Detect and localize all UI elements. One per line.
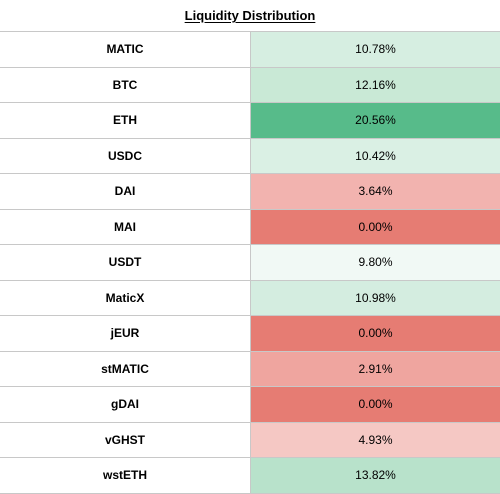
asset-cell[interactable]: USDT (0, 245, 251, 280)
asset-cell[interactable]: jEUR (0, 316, 251, 351)
table-row: wstETH 13.82% (0, 458, 500, 494)
table-row: MaticX 10.98% (0, 280, 500, 316)
table-row: MAI 0.00% (0, 209, 500, 245)
percentage-cell[interactable]: 10.42% (251, 138, 500, 173)
table-row: BTC 12.16% (0, 67, 500, 103)
table-body: MATIC 10.78% BTC 12.16% ETH 20.56% USDC 10.42% D… (0, 32, 500, 494)
asset-cell[interactable]: MaticX (0, 280, 251, 315)
table-row: stMATIC 2.91% (0, 351, 500, 387)
percentage-cell[interactable]: 13.82% (251, 458, 500, 493)
table-row: DAI 3.64% (0, 174, 500, 210)
asset-cell[interactable]: MAI (0, 209, 251, 244)
table-row: MATIC 10.78% (0, 32, 500, 68)
percentage-cell[interactable]: 2.91% (251, 351, 500, 386)
percentage-cell[interactable]: 0.00% (251, 387, 500, 422)
percentage-cell[interactable]: 4.93% (251, 422, 500, 457)
table-title: Liquidity Distribution (184, 8, 316, 23)
table-row: gDAI 0.00% (0, 387, 500, 423)
title-row: Liquidity Distribution (0, 0, 500, 32)
asset-cell[interactable]: DAI (0, 174, 251, 209)
table-row: vGHST 4.93% (0, 422, 500, 458)
percentage-cell[interactable]: 3.64% (251, 174, 500, 209)
asset-cell[interactable]: USDC (0, 138, 251, 173)
percentage-cell[interactable]: 0.00% (251, 209, 500, 244)
percentage-cell[interactable]: 0.00% (251, 316, 500, 351)
percentage-cell[interactable]: 10.78% (251, 32, 500, 67)
table-row: USDC 10.42% (0, 138, 500, 174)
percentage-cell[interactable]: 12.16% (251, 67, 500, 102)
asset-cell[interactable]: MATIC (0, 32, 251, 67)
table-row: USDT 9.80% (0, 245, 500, 281)
asset-cell[interactable]: ETH (0, 103, 251, 138)
asset-cell[interactable]: wstETH (0, 458, 251, 493)
asset-cell[interactable]: gDAI (0, 387, 251, 422)
percentage-cell[interactable]: 10.98% (251, 280, 500, 315)
asset-cell[interactable]: BTC (0, 67, 251, 102)
table-row: ETH 20.56% (0, 103, 500, 139)
table-row: jEUR 0.00% (0, 316, 500, 352)
percentage-cell[interactable]: 20.56% (251, 103, 500, 138)
percentage-cell[interactable]: 9.80% (251, 245, 500, 280)
asset-cell[interactable]: vGHST (0, 422, 251, 457)
asset-cell[interactable]: stMATIC (0, 351, 251, 386)
